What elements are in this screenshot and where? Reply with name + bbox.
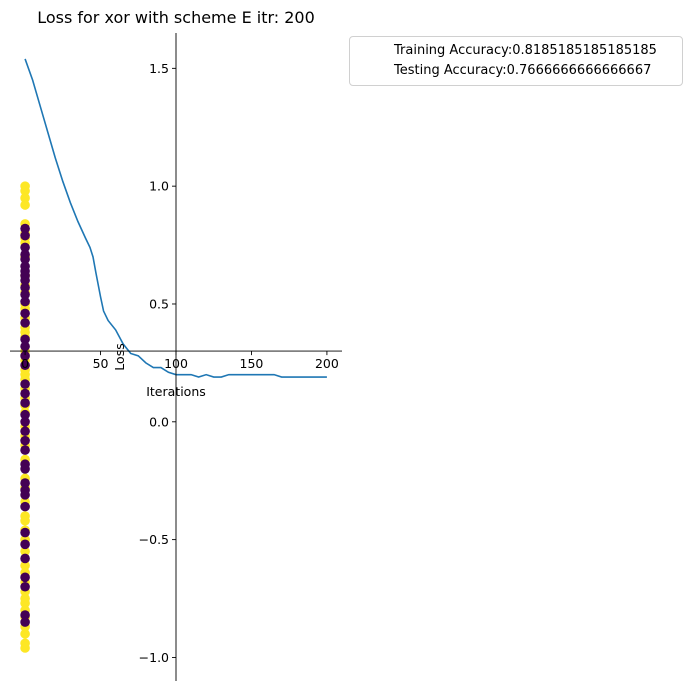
- line-layer: [24, 58, 327, 378]
- scatter-point-class-0: [20, 553, 30, 564]
- scatter-point-class-0: [20, 478, 30, 488]
- scatter-point-class-0: [20, 572, 30, 583]
- x-tick-label: 0: [21, 356, 29, 371]
- scatter-point-class-0: [20, 242, 30, 253]
- scatter-point-class-1: [20, 546, 30, 557]
- scatter-point-class-0: [20, 426, 30, 437]
- y-tick-label: 1.5: [149, 61, 169, 76]
- scatter-point-class-1: [20, 643, 30, 653]
- scatter-point-class-1: [20, 560, 30, 571]
- scatter-point-class-0: [20, 341, 30, 352]
- scatter-point-class-0: [20, 308, 30, 319]
- scatter-point-class-1: [20, 193, 30, 203]
- x-tick-label: 150: [240, 356, 264, 371]
- y-tick-label: −1.0: [139, 650, 169, 665]
- scatter-point-class-0: [20, 318, 30, 328]
- scatter-point-class-0: [20, 464, 30, 474]
- x-axis-label: Iterations: [146, 384, 206, 399]
- scatter-point-class-1: [20, 598, 30, 609]
- scatter-point-class-1: [20, 515, 30, 526]
- scatter-point-class-1: [20, 186, 30, 196]
- scatter-point-class-0: [20, 360, 30, 371]
- scatter-point-class-0: [20, 388, 30, 399]
- scatter-point-class-1: [20, 629, 30, 639]
- scatter-point-class-0: [20, 409, 30, 420]
- scatter-point-class-0: [20, 296, 30, 307]
- scatter-point-class-0: [20, 610, 30, 620]
- y-tick-label: 0.0: [149, 414, 169, 429]
- axes-layer: 0 50 100 150 200 −1.0 −0.5 0.0 0.5 1.0 1.5 Iteratio…: [10, 33, 342, 681]
- y-tick-label: 0.5: [149, 296, 169, 311]
- x-tick-label: 50: [93, 356, 109, 371]
- scatter-point-class-0: [20, 282, 30, 293]
- scatter-point-class-0: [20, 230, 30, 241]
- chart-title: Loss for xor with scheme E itr: 200: [37, 8, 315, 27]
- scatter-point-class-0: [20, 351, 30, 361]
- legend: Training Accuracy:0.8185185185185185 Tes…: [349, 36, 683, 86]
- scatter-point-class-0: [20, 501, 30, 512]
- loss-series-line: [24, 58, 327, 378]
- scatter-point-class-0: [20, 581, 30, 592]
- scatter-point-class-1: [20, 200, 30, 210]
- scatter-point-class-0: [20, 527, 30, 538]
- y-axis-label: Loss: [112, 343, 127, 370]
- scatter-point-class-0: [20, 417, 30, 427]
- scatter-point-class-0: [20, 334, 30, 345]
- scatter-point-class-0: [20, 445, 30, 455]
- legend-entry-training: Training Accuracy:0.8185185185185185: [394, 43, 657, 58]
- scatter-point-class-0: [20, 617, 30, 627]
- scatter-point-class-0: [20, 223, 30, 234]
- scatter-point-class-0: [20, 275, 30, 286]
- scatter-point-class-0: [20, 435, 30, 446]
- scatter-point-class-0: [20, 398, 30, 408]
- y-tick-label: −0.5: [139, 532, 169, 547]
- x-tick-label: 200: [315, 356, 339, 371]
- legend-entry-testing: Testing Accuracy:0.7666666666666667: [394, 63, 652, 78]
- scatter-point-class-0: [20, 490, 30, 500]
- y-tick-label: 1.0: [149, 179, 169, 194]
- scatter-point-class-0: [20, 539, 30, 550]
- scatter-layer: [20, 181, 30, 653]
- scatter-point-class-0: [20, 379, 30, 389]
- scatter-point-class-0: [20, 289, 30, 300]
- x-tick-label: 100: [164, 356, 188, 371]
- scatter-point-class-0: [20, 254, 30, 265]
